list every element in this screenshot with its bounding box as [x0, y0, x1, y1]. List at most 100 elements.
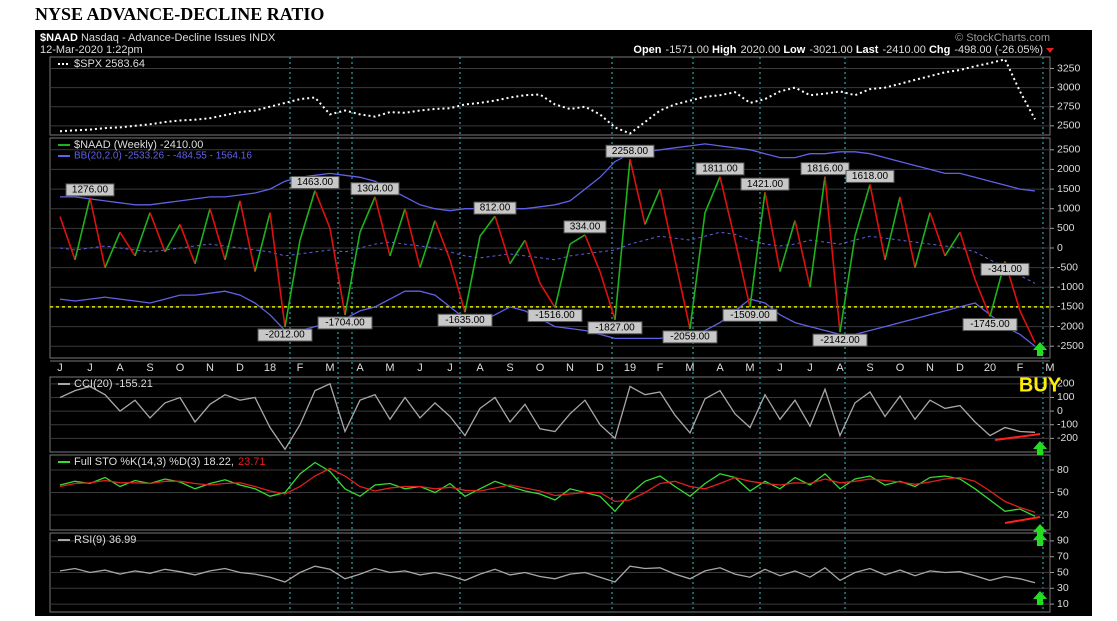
data-label-box	[563, 220, 607, 234]
x-tick-label: O	[176, 362, 185, 374]
data-label: 1276.00	[72, 185, 109, 196]
series-line	[59, 467, 1036, 513]
line-segment	[794, 220, 811, 288]
band-upper	[60, 143, 1036, 212]
y-tick-label: -1500	[1057, 301, 1084, 313]
line-segment	[944, 231, 961, 257]
y-tick-label: 50	[1057, 486, 1069, 498]
line-segment	[329, 228, 346, 316]
line-segment	[479, 215, 496, 237]
line-segment	[914, 212, 931, 268]
line-segment	[884, 196, 901, 260]
quote-label: Low	[783, 44, 805, 56]
line-segment	[59, 216, 76, 261]
data-label-box	[350, 182, 400, 196]
data-label: 2258.00	[612, 146, 649, 157]
line-segment	[254, 212, 271, 272]
line-segment	[734, 239, 751, 308]
line-segment	[269, 212, 286, 328]
trend-line	[1004, 516, 1041, 524]
line-segment	[419, 220, 436, 268]
page-title: NYSE ADVANCE-DECLINE RATIO	[35, 4, 324, 24]
quote-value: -2410.00	[882, 44, 925, 56]
data-label-box	[662, 330, 718, 344]
band-middle	[59, 231, 1036, 284]
line-segment	[554, 243, 571, 308]
up-arrow	[1033, 524, 1047, 538]
line-segment	[659, 188, 676, 260]
line-segment	[464, 236, 481, 313]
data-label: -1635.00	[445, 315, 485, 326]
line-segment	[119, 231, 136, 257]
data-label: 1816.00	[807, 163, 844, 174]
quote-label: Chg	[929, 44, 950, 56]
line-segment	[194, 208, 211, 264]
chart-background	[35, 30, 1092, 616]
down-marker	[1046, 48, 1054, 53]
line-segment	[584, 234, 601, 272]
data-label-box	[800, 162, 850, 176]
x-tick-label: N	[206, 362, 214, 374]
y-tick-label: 500	[1057, 222, 1075, 234]
line-segment	[179, 224, 196, 264]
trend-line	[994, 433, 1041, 441]
line-segment	[539, 282, 556, 308]
line-segment	[314, 190, 331, 229]
y-tick-label: 3250	[1057, 62, 1081, 74]
series-line	[59, 461, 1036, 517]
symbol-name: Nasdaq - Advance-Decline Issues INDX	[81, 32, 276, 44]
data-label: 1421.00	[747, 179, 784, 190]
y-tick-label: 0	[1057, 242, 1063, 254]
y-tick-label: 1500	[1057, 183, 1081, 195]
x-tick-label: A	[116, 362, 124, 374]
data-label: -2059.00	[670, 332, 710, 343]
line-segment	[974, 279, 991, 317]
legend-label: RSI(9) 36.99	[74, 534, 136, 546]
legend-label: $SPX 2583.64	[74, 58, 145, 70]
y-tick-label: 50	[1057, 566, 1069, 578]
source: © StockCharts.com	[955, 32, 1050, 44]
data-label-box	[437, 313, 493, 327]
x-tick-label: D	[956, 362, 964, 374]
data-label-box	[722, 308, 778, 322]
x-tick-label: J	[447, 362, 453, 374]
x-tick-label: M	[385, 362, 394, 374]
symbol: $NAAD	[40, 32, 78, 44]
line-segment	[824, 176, 841, 333]
y-tick-label: 3000	[1057, 81, 1081, 93]
line-segment	[509, 239, 526, 265]
y-tick-label: -200	[1057, 432, 1078, 444]
data-label: -2142.00	[820, 335, 860, 346]
line-segment	[134, 212, 151, 257]
line-segment	[239, 200, 256, 272]
date: 12-Mar-2020 1:22pm	[40, 44, 143, 56]
data-label: -1827.00	[595, 322, 635, 333]
line-segment	[779, 220, 796, 272]
x-tick-label: M	[325, 362, 334, 374]
y-tick-label: -100	[1057, 419, 1078, 431]
line-segment	[209, 208, 226, 261]
y-tick-label: 1000	[1057, 202, 1081, 214]
data-label: -1704.00	[325, 318, 365, 329]
line-segment	[719, 176, 736, 241]
line-segment	[434, 220, 451, 261]
x-tick-label: J	[87, 362, 93, 374]
x-tick-label: O	[536, 362, 545, 374]
x-tick-label: F	[1017, 362, 1024, 374]
data-label: 1463.00	[297, 177, 334, 188]
y-tick-label: 2500	[1057, 120, 1081, 132]
line-segment	[224, 200, 241, 260]
line-segment	[359, 196, 376, 233]
y-tick-label: 70	[1057, 550, 1069, 562]
line-segment	[569, 234, 586, 245]
line-segment	[299, 190, 316, 241]
line-segment	[809, 176, 826, 288]
line-segment	[284, 240, 301, 328]
y-tick-label: -1000	[1057, 281, 1084, 293]
line-segment	[599, 271, 616, 321]
data-label-box	[980, 262, 1030, 276]
x-tick-label: O	[896, 362, 905, 374]
data-label-box	[257, 328, 313, 342]
x-tick-label: J	[417, 362, 423, 374]
